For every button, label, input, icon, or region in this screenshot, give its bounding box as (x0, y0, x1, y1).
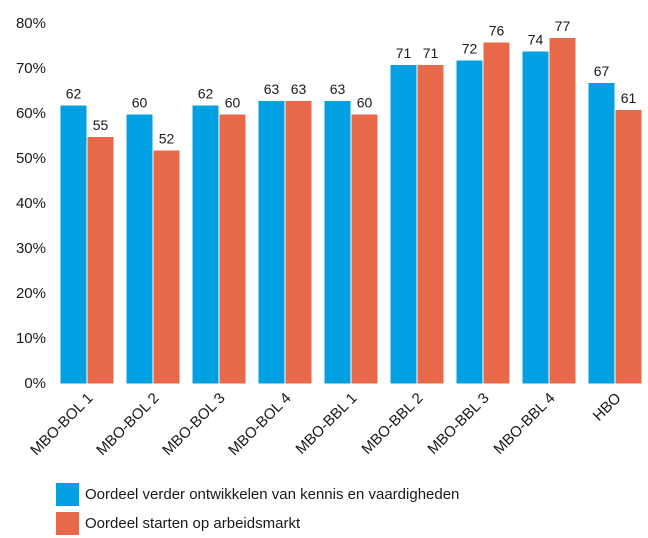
value-label: 72 (462, 41, 478, 57)
y-tick-label: 30% (16, 240, 46, 257)
bar (482, 41, 511, 385)
bar (86, 136, 115, 385)
y-tick-label: 80% (16, 15, 46, 32)
value-label: 63 (291, 81, 307, 97)
bar (350, 113, 379, 385)
value-label: 71 (396, 45, 412, 61)
x-tick-label: MBO-BOL 1 (27, 390, 96, 459)
bar (548, 37, 577, 385)
bar (389, 64, 418, 385)
value-label: 60 (357, 95, 373, 111)
value-label: 63 (330, 81, 346, 97)
y-tick-label: 0% (24, 375, 46, 392)
y-tick-label: 10% (16, 330, 46, 347)
x-tick-label: HBO (590, 390, 625, 425)
bar (125, 113, 154, 385)
bar (257, 100, 286, 385)
value-label: 61 (621, 90, 637, 106)
x-tick-label: MBO-BOL 4 (225, 390, 294, 459)
bar (521, 50, 550, 385)
bar (587, 82, 616, 385)
bar (152, 149, 181, 385)
value-label: 76 (489, 23, 505, 39)
value-label: 60 (132, 95, 148, 111)
value-label: 67 (594, 63, 610, 79)
value-label: 74 (528, 32, 544, 48)
bar (416, 64, 445, 385)
value-label: 62 (198, 86, 214, 102)
bar (323, 100, 352, 385)
bar (284, 100, 313, 385)
bar (59, 104, 88, 385)
bar (191, 104, 220, 385)
bar (455, 59, 484, 385)
legend-label: Oordeel starten op arbeidsmarkt (85, 515, 301, 532)
x-tick-label: MBO-BOL 2 (93, 390, 162, 459)
x-tick-label: MBO-BBL 4 (490, 390, 558, 458)
x-tick-label: MBO-BBL 3 (424, 390, 492, 458)
value-label: 77 (555, 18, 571, 34)
value-label: 55 (93, 117, 109, 133)
legend-swatch (56, 483, 79, 506)
y-tick-label: 40% (16, 195, 46, 212)
legend-label: Oordeel verder ontwikkelen van kennis en… (85, 486, 459, 503)
x-tick-label: MBO-BBL 2 (358, 390, 426, 458)
bar (218, 113, 247, 385)
legend-swatch (56, 512, 79, 535)
x-tick-label: MBO-BBL 1 (292, 390, 360, 458)
value-label: 60 (225, 95, 241, 111)
value-label: 62 (66, 86, 82, 102)
x-tick-label: MBO-BOL 3 (159, 390, 228, 459)
y-tick-label: 70% (16, 60, 46, 77)
value-label: 52 (159, 131, 175, 147)
y-tick-label: 50% (16, 150, 46, 167)
value-label: 71 (423, 45, 439, 61)
bar (614, 109, 643, 385)
y-tick-label: 20% (16, 285, 46, 302)
value-label: 63 (264, 81, 280, 97)
y-tick-label: 60% (16, 105, 46, 122)
